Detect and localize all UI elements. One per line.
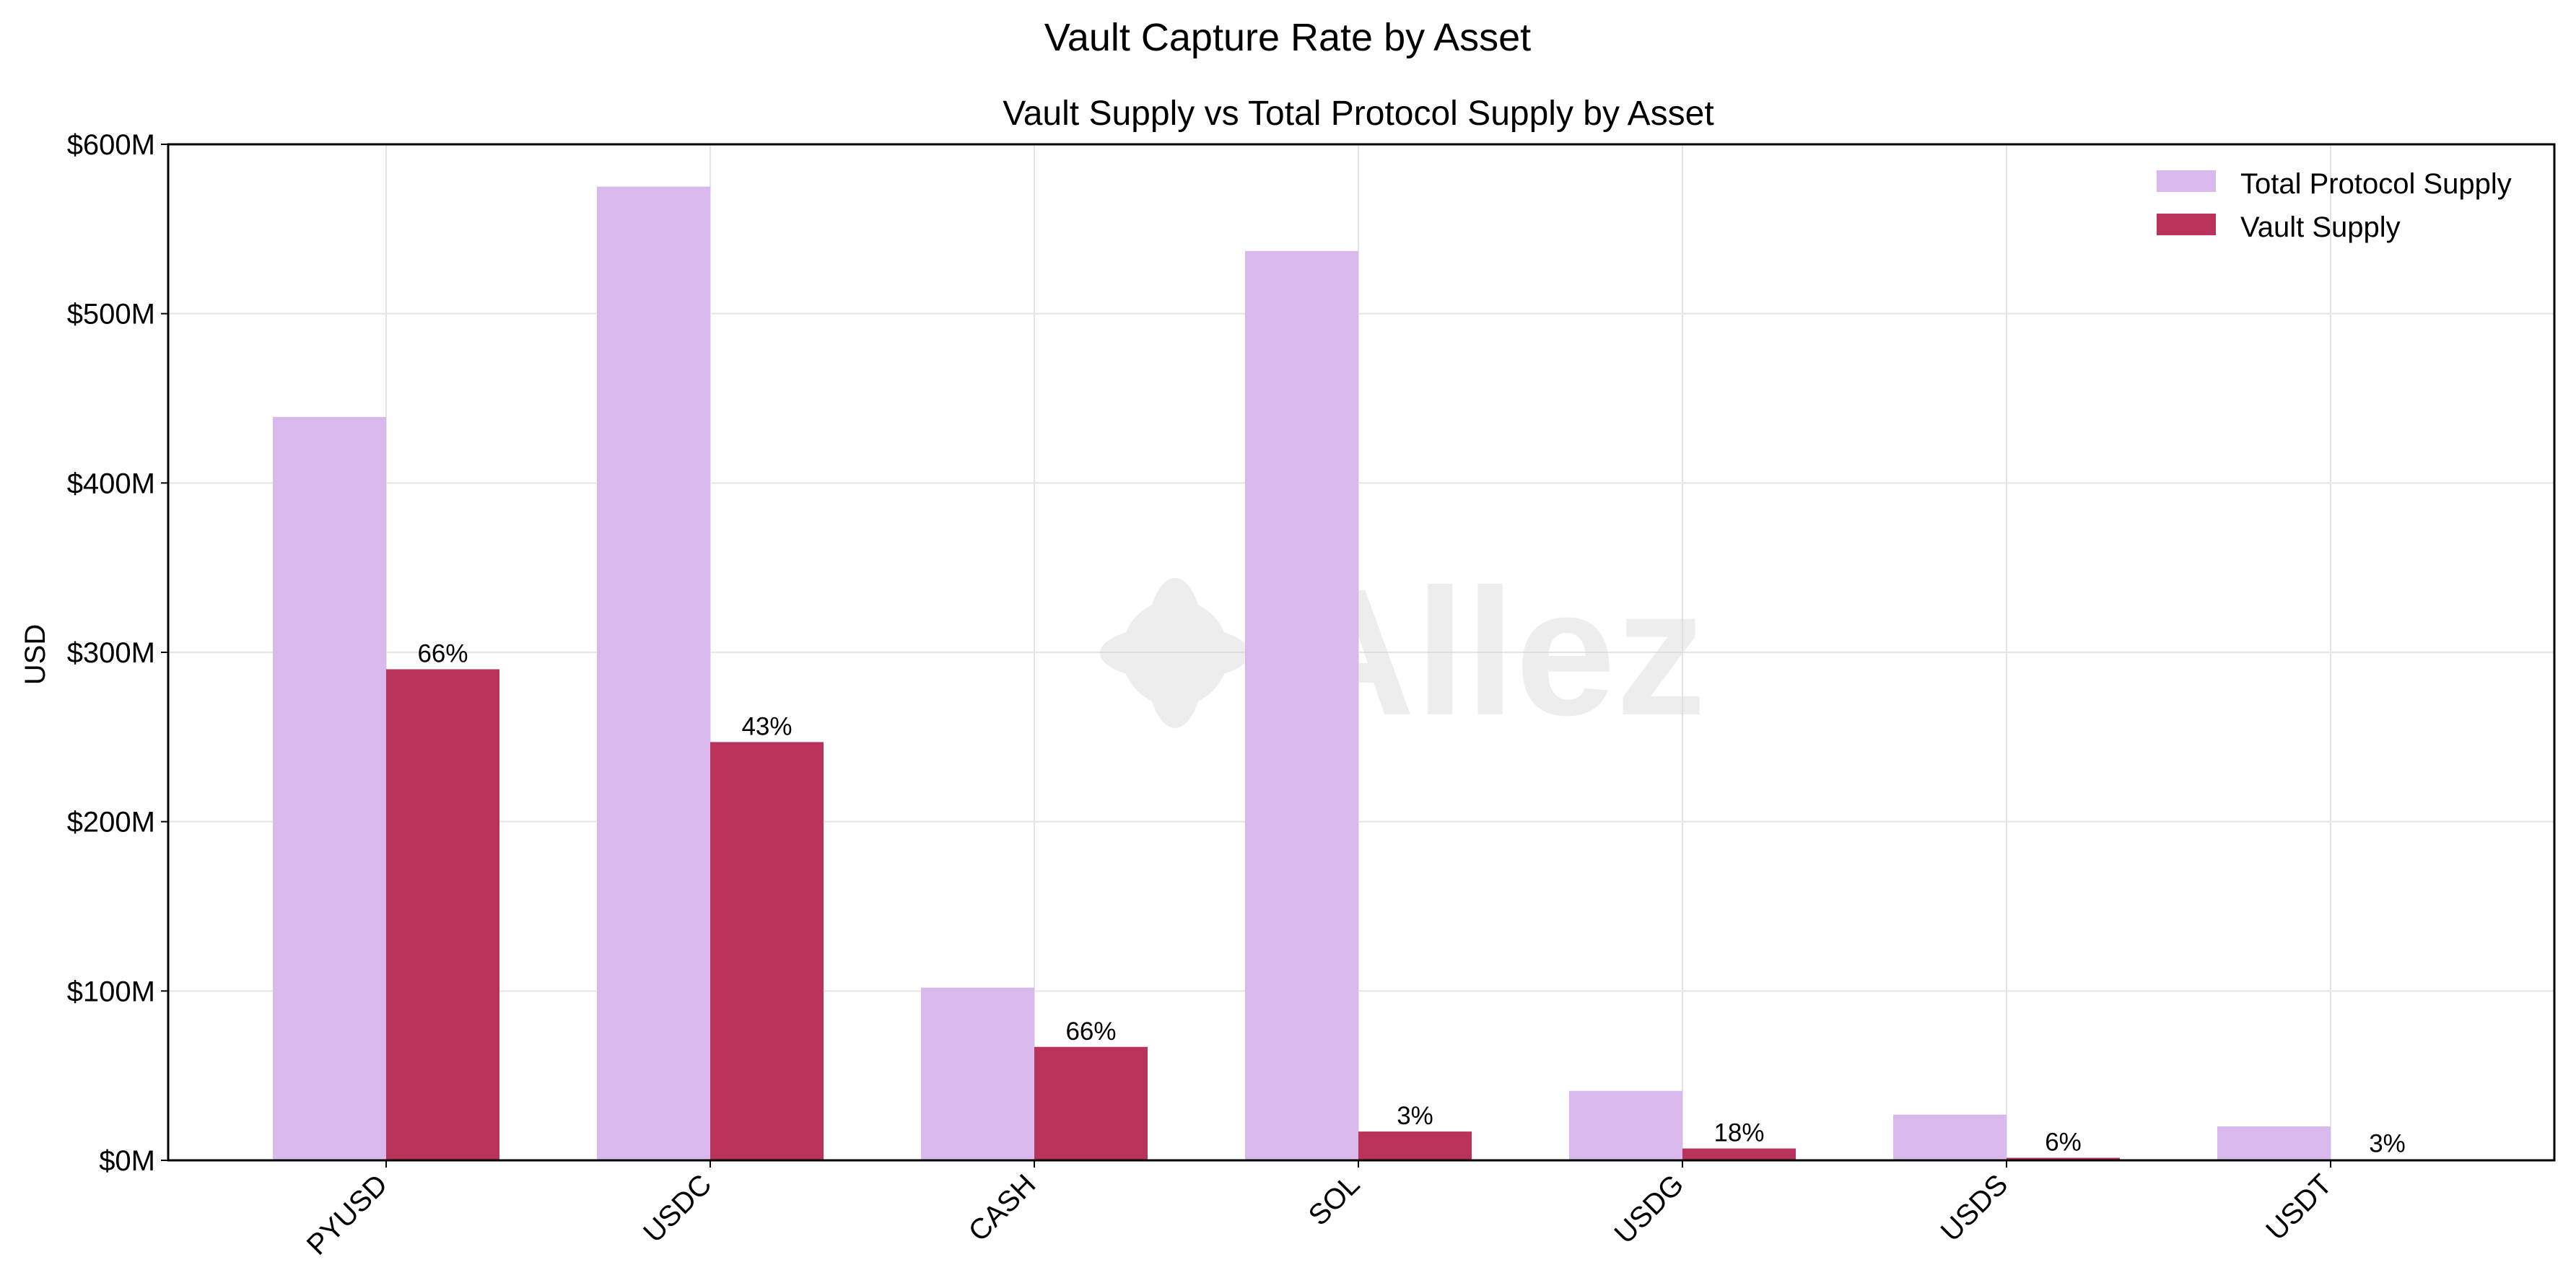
x-tick-label: USDC [637,1168,717,1248]
data-label-capture-rate: 66% [417,639,468,667]
data-label-capture-rate: 3% [2369,1130,2406,1158]
plot-frame [167,143,2556,1162]
y-ticks: $0M $100M $200M $300M $400M $500M $600M [67,129,168,1177]
data-label-capture-rate: 6% [2045,1128,2082,1156]
legend: Total Protocol Supply Vault Supply [2157,168,2512,243]
data-label-capture-rate: 43% [741,712,792,740]
x-tick-label: CASH [963,1168,1042,1248]
x-tick-label: SOL [1303,1168,1366,1232]
x-ticks: PYUSD USDC CASH SOL USDG USDS USDT [301,1160,2338,1261]
y-tick-label: $0M [99,1145,155,1177]
bar-vault-supply-sol [1358,1131,1472,1160]
bar-vault-supply-cash [1034,1046,1148,1160]
y-tick-label: $500M [67,299,155,330]
legend-swatch-vault-supply [2157,214,2216,235]
legend-label-total-protocol-supply: Total Protocol Supply [2240,168,2512,200]
bar-total-protocol-supply-usdc [597,186,710,1161]
chart-title: Vault Supply vs Total Protocol Supply by… [1003,95,1713,133]
legend-label-vault-supply: Vault Supply [2240,211,2401,243]
y-axis-label: USD [19,624,51,685]
watermark-logo-icon [1100,578,1250,728]
bar-total-protocol-supply-pyusd [273,416,386,1160]
figure-title: Vault Capture Rate by Asset [1044,16,1531,59]
bar-vault-supply-pyusd [386,669,499,1160]
bar-vault-supply-usdc [710,742,824,1160]
legend-swatch-total-protocol-supply [2157,170,2216,192]
bar-vault-supply-usds [2007,1157,2120,1160]
bar-total-protocol-supply-sol [1245,250,1358,1161]
data-label-capture-rate: 3% [1397,1102,1433,1130]
y-tick-label: $400M [67,468,155,499]
x-tick-label: USDG [1609,1168,1690,1250]
y-tick-label: $200M [67,807,155,838]
data-label-capture-rate: 18% [1713,1119,1764,1147]
bar-vault-supply-usdg [1682,1148,1796,1160]
bar-total-protocol-supply-usdg [1569,1090,1682,1160]
x-tick-label: USDS [1935,1168,2014,1248]
y-tick-label: $600M [67,129,155,161]
x-tick-label: USDT [2260,1168,2338,1246]
data-labels: 66% 43% 66% 3% 18% 6% 3% [417,639,2405,1157]
bars [273,186,2444,1161]
x-tick-label: PYUSD [301,1168,394,1261]
y-tick-label: $100M [67,976,155,1007]
y-tick-label: $300M [67,637,155,669]
bar-total-protocol-supply-usdt [2217,1126,2331,1160]
watermark: Allez [1100,551,1706,753]
bar-total-protocol-supply-usds [1893,1114,2007,1160]
bar-total-protocol-supply-cash [921,987,1034,1160]
data-label-capture-rate: 66% [1065,1017,1116,1046]
